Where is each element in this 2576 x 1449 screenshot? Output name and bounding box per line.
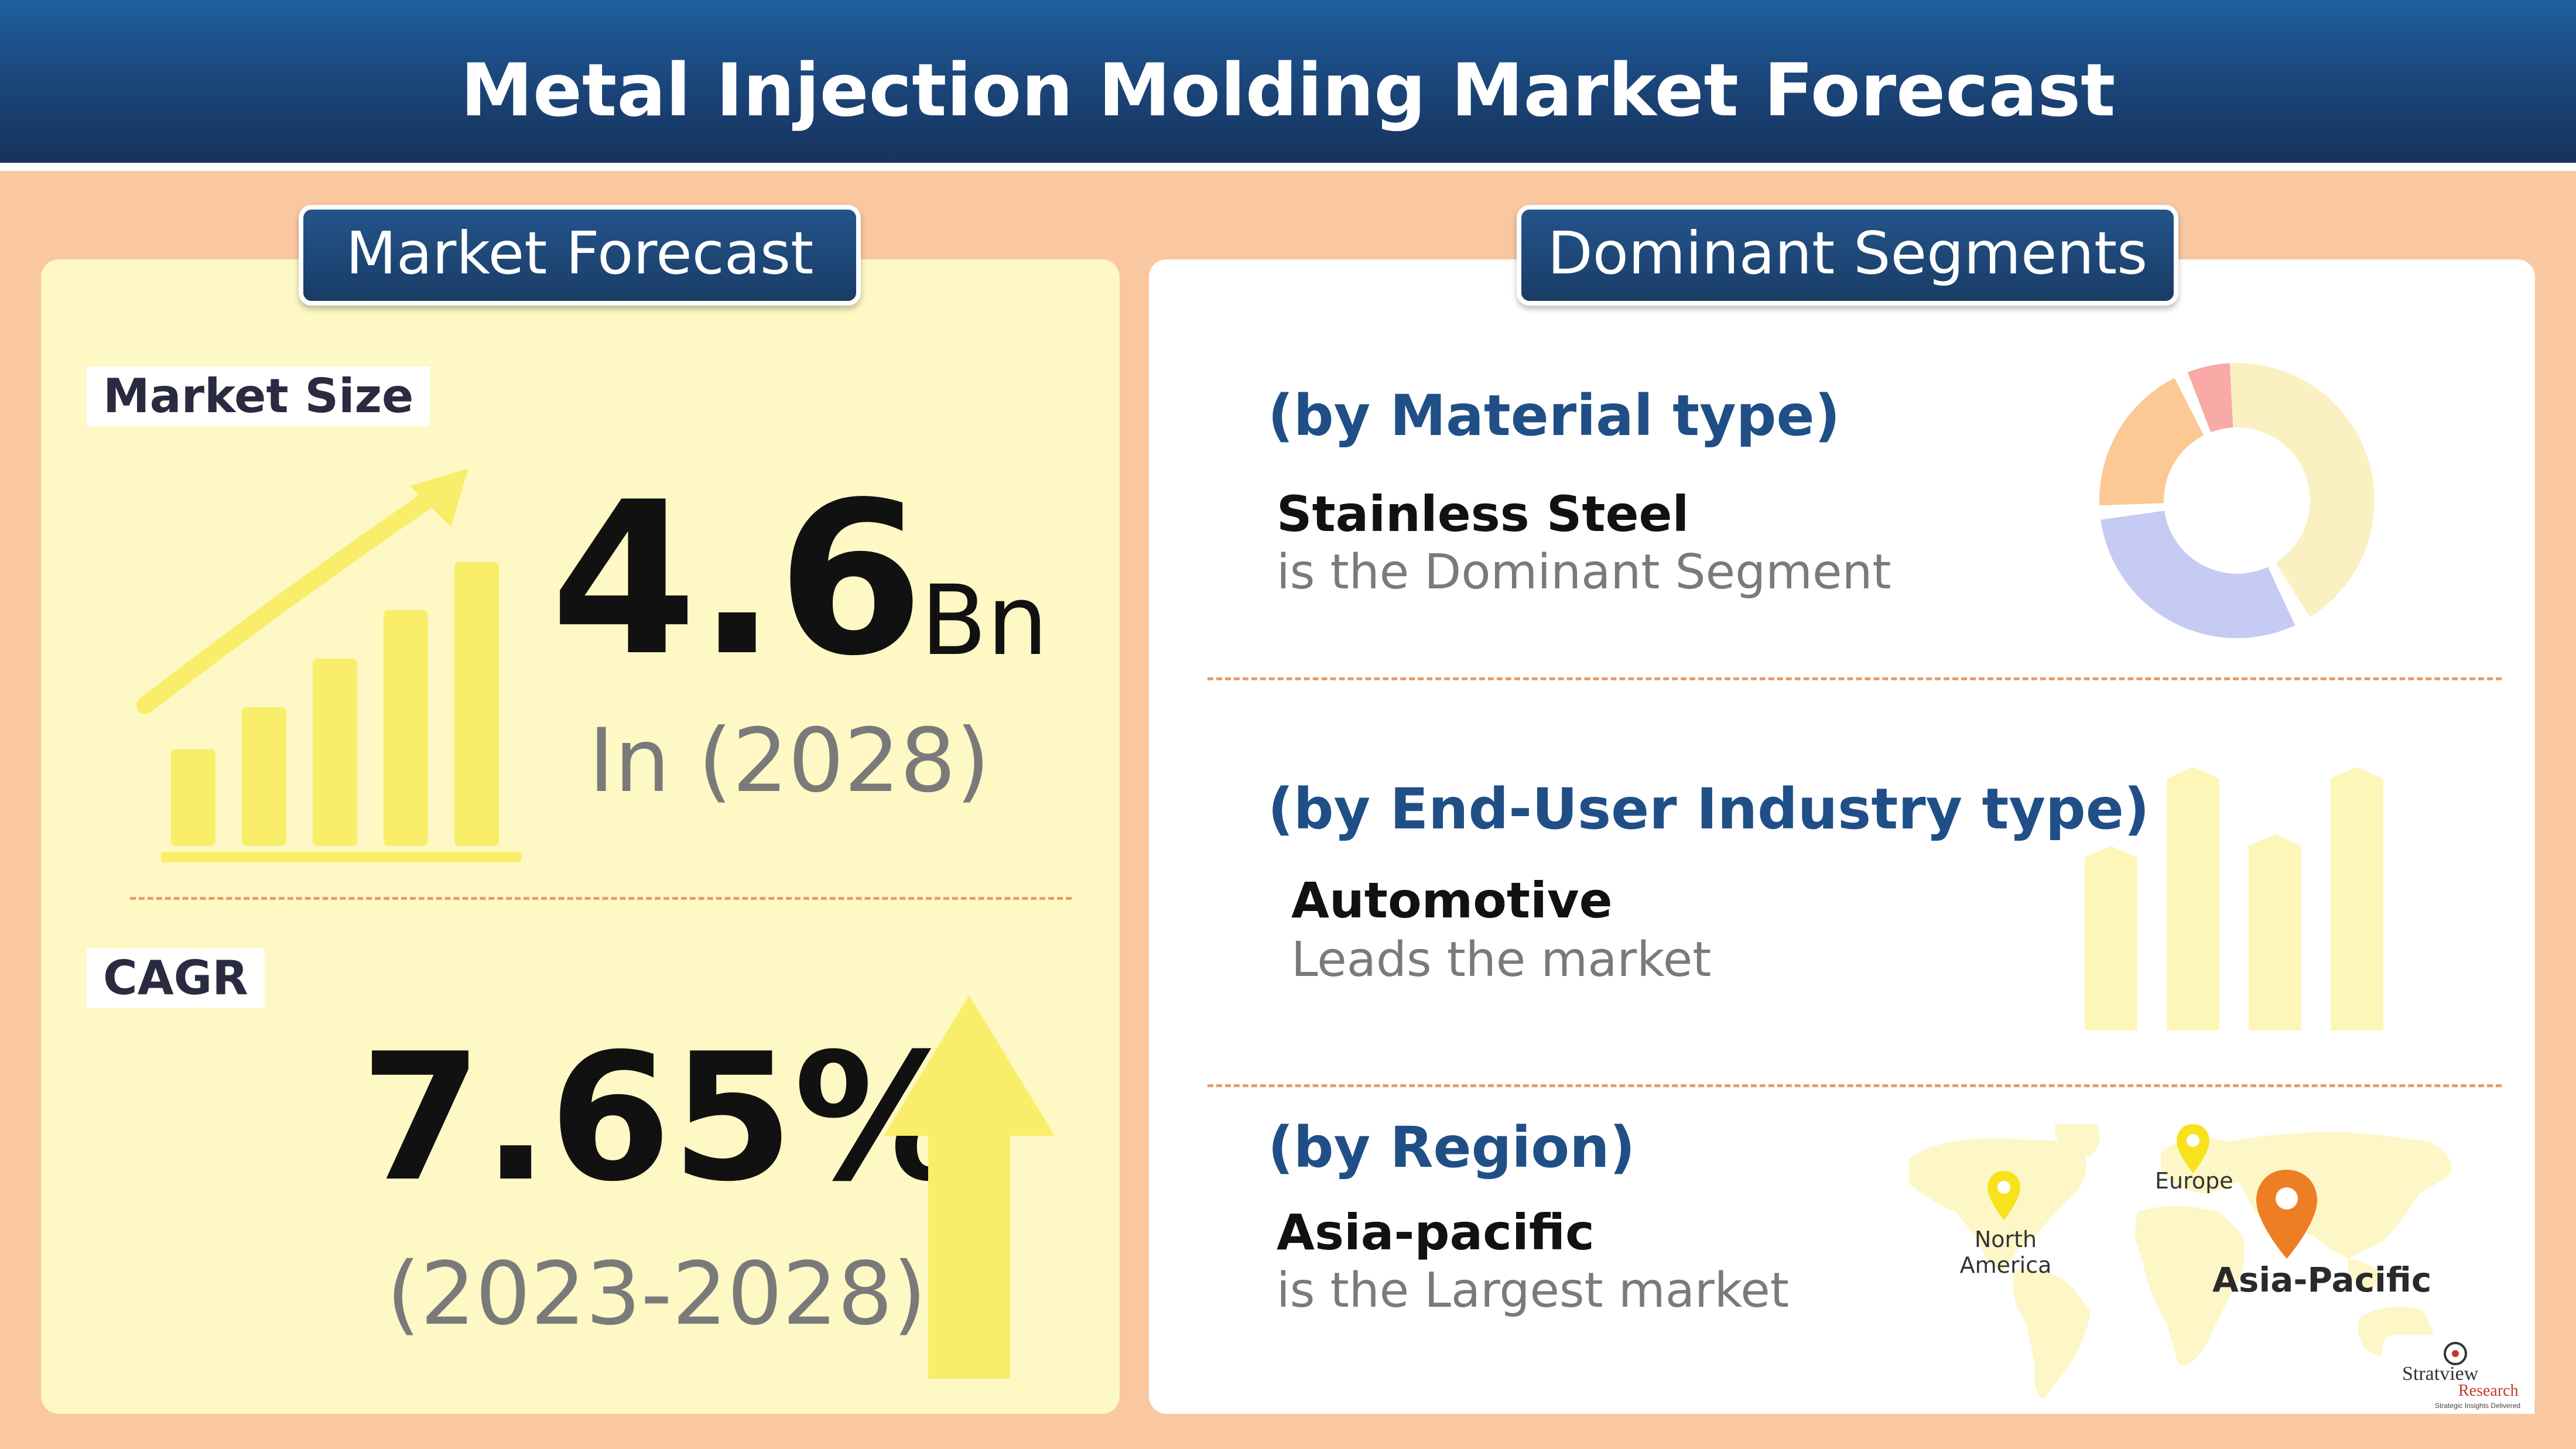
- cagr-label: CAGR: [87, 948, 265, 1008]
- map-label-north-america: North America: [1959, 1227, 2052, 1278]
- region-segment-name: Asia-pacific: [1277, 1204, 1595, 1261]
- tab-dominant-segments: Dominant Segments: [1517, 205, 2178, 306]
- market-size-value: 4.6: [550, 457, 924, 702]
- logo-tagline: Strategic Insights Delivered: [2435, 1402, 2521, 1410]
- divider: [1207, 677, 2502, 680]
- growth-chart-icon: [136, 468, 521, 862]
- page-title: Metal Injection Molding Market Forecast: [460, 49, 2116, 133]
- header-banner: Metal Injection Molding Market Forecast: [0, 0, 2576, 171]
- location-pin-icon: [2256, 1170, 2317, 1259]
- divider: [130, 897, 1072, 900]
- bar-chart-icon: [2085, 767, 2383, 1030]
- material-segment-name: Stainless Steel: [1277, 485, 1689, 543]
- location-pin-icon: [2177, 1124, 2209, 1173]
- region-segment-title: (by Region): [1268, 1115, 1636, 1180]
- up-arrow-icon: [884, 995, 1055, 1379]
- region-segment-desc: is the Largest market: [1277, 1263, 1789, 1318]
- logo-text: Stratview: [2402, 1363, 2479, 1385]
- material-segment-desc: is the Dominant Segment: [1277, 544, 1891, 600]
- end-user-segment-name: Automotive: [1291, 872, 1613, 929]
- end-user-segment-title: (by End-User Industry type): [1268, 776, 2150, 842]
- donut-chart-icon: [2099, 363, 2375, 638]
- location-pin-icon: [1987, 1171, 2020, 1220]
- donut-slice-4: [2187, 363, 2233, 433]
- divider: [1207, 1084, 2502, 1087]
- map-label-europe: Europe: [2155, 1168, 2233, 1194]
- logo-emblem-icon: [2444, 1342, 2467, 1365]
- logo-subtext: Research: [2458, 1382, 2519, 1400]
- market-size-unit: Bn: [921, 564, 1048, 677]
- stratview-logo: Stratview Research Strategic Insights De…: [2382, 1335, 2534, 1414]
- cagr-period: (2023-2028): [386, 1244, 927, 1344]
- market-size-year: In (2028): [589, 710, 990, 812]
- donut-slice-3: [2099, 378, 2204, 506]
- market-size-label: Market Size: [87, 366, 430, 426]
- tab-market-forecast: Market Forecast: [299, 205, 861, 306]
- map-label-asia-pacific: Asia-Pacific: [2212, 1260, 2432, 1300]
- cagr-value: 7.65%: [360, 1016, 970, 1220]
- donut-slice-2: [2101, 511, 2296, 638]
- end-user-segment-desc: Leads the market: [1291, 932, 1712, 988]
- donut-slice-1: [2229, 363, 2375, 618]
- material-segment-title: (by Material type): [1268, 383, 1841, 448]
